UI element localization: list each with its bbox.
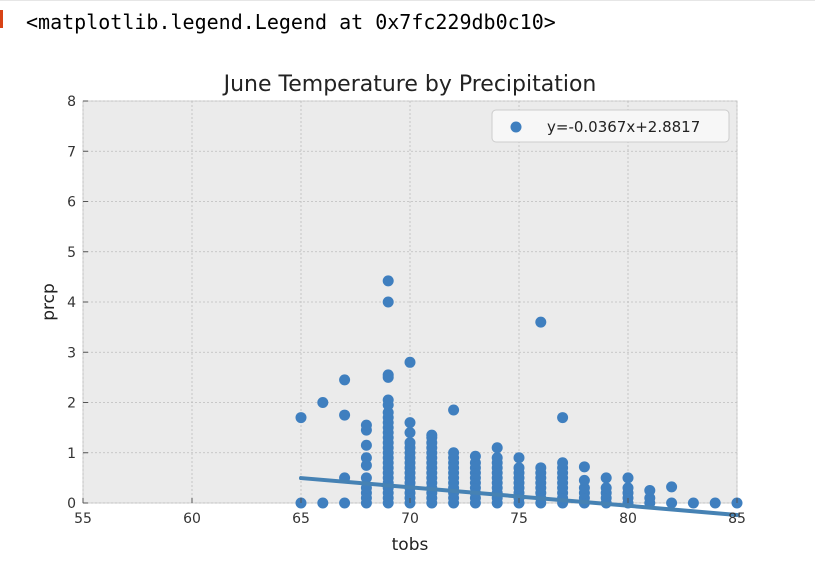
- y-tick-label: 8: [67, 94, 76, 110]
- data-point: [426, 429, 438, 441]
- data-point: [557, 457, 569, 469]
- data-point: [557, 412, 569, 424]
- legend-box: [491, 109, 730, 143]
- data-point: [469, 450, 481, 462]
- data-point: [644, 484, 656, 496]
- data-point: [644, 492, 656, 504]
- data-point: [600, 472, 612, 484]
- data-point: [513, 462, 525, 474]
- data-point: [382, 407, 394, 419]
- data-point: [317, 397, 329, 408]
- y-tick-label: 3: [67, 345, 76, 361]
- data-point: [360, 452, 372, 464]
- data-point: [666, 481, 678, 493]
- data-point: [382, 296, 394, 308]
- y-tick-label: 6: [67, 195, 76, 211]
- data-point: [360, 459, 372, 471]
- data-point: [578, 474, 590, 486]
- x-tick-label: 75: [510, 511, 528, 527]
- data-point: [578, 482, 590, 494]
- data-point: [448, 404, 460, 416]
- data-point: [317, 497, 329, 509]
- y-tick-label: 0: [67, 496, 76, 512]
- data-point: [666, 497, 678, 509]
- y-axis-ticks: 0 1 2 3 4 5 6 7 8: [67, 94, 88, 512]
- data-point: [295, 412, 307, 424]
- data-point: [404, 437, 416, 449]
- y-tick-label: 1: [67, 446, 76, 462]
- y-tick-label: 2: [67, 396, 76, 412]
- data-point: [339, 497, 351, 509]
- data-point: [360, 419, 372, 431]
- y-tick-label: 4: [67, 295, 76, 311]
- x-axis-label: tobs: [392, 535, 429, 555]
- data-point: [491, 442, 503, 454]
- data-point: [404, 417, 416, 429]
- data-point: [339, 374, 351, 386]
- data-point: [339, 409, 351, 421]
- data-point: [513, 452, 525, 464]
- data-point: [535, 316, 547, 328]
- data-point: [709, 497, 721, 509]
- x-tick-label: 80: [619, 511, 637, 527]
- data-point: [382, 394, 394, 406]
- data-point: [404, 356, 416, 368]
- regression-line: [299, 476, 739, 517]
- y-tick-label: 7: [67, 144, 76, 160]
- data-point: [622, 472, 634, 484]
- cell-top-border: [0, 0, 815, 1]
- y-axis-label: prcp: [39, 283, 59, 321]
- x-axis-ticks: 55 60 65 70 75 80 85: [74, 498, 746, 527]
- data-point: [622, 482, 634, 494]
- x-tick-label: 65: [292, 511, 310, 527]
- regression-line-group: [299, 476, 739, 517]
- data-point: [578, 461, 590, 473]
- legend-label: y=-0.0367x+2.8817: [547, 118, 700, 136]
- x-tick-label: 60: [183, 511, 201, 527]
- data-point: [491, 452, 503, 464]
- data-point: [382, 275, 394, 287]
- data-point: [448, 447, 460, 459]
- data-point: [360, 472, 372, 484]
- chart-legend: y=-0.0367x+2.8817: [491, 109, 730, 143]
- legend-marker: [510, 121, 522, 133]
- data-point: [360, 439, 372, 451]
- data-point: [382, 369, 394, 381]
- data-point: [687, 497, 699, 509]
- output-repr-text: <matplotlib.legend.Legend at 0x7fc229db0…: [26, 10, 556, 34]
- x-tick-label: 55: [74, 511, 92, 527]
- data-points: [295, 275, 743, 509]
- data-point: [535, 462, 547, 474]
- y-tick-label: 5: [67, 245, 76, 261]
- chart-title: June Temperature by Precipitation: [222, 72, 597, 97]
- x-tick-label: 70: [401, 511, 419, 527]
- data-point: [404, 427, 416, 439]
- x-tick-label: 85: [728, 511, 746, 527]
- data-point: [600, 482, 612, 494]
- output-prompt-marker: [0, 10, 3, 28]
